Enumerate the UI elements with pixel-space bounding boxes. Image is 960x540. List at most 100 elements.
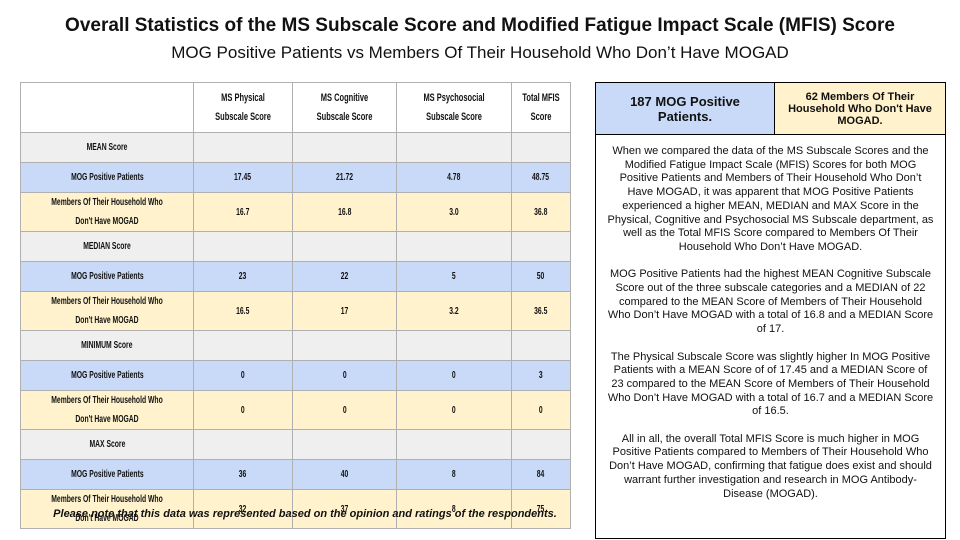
cell-box: 3.0 bbox=[397, 193, 511, 231]
table-cell: 5 bbox=[396, 261, 512, 292]
table-cell: 8 bbox=[396, 489, 512, 529]
table-cell: 36.5 bbox=[511, 291, 571, 331]
cell-box: MINIMUM Score bbox=[21, 331, 193, 360]
summary-paragraph: When we compared the data of the MS Subs… bbox=[607, 145, 934, 253]
cell-box: 21.72 bbox=[293, 163, 396, 192]
cell-box: MEAN Score bbox=[21, 133, 193, 162]
table-cell: 16.7 bbox=[193, 192, 293, 232]
cell-box bbox=[194, 232, 292, 261]
table-cell bbox=[511, 231, 571, 262]
legend-positive: 187 MOG Positive Patients. bbox=[596, 83, 775, 134]
cell-box bbox=[194, 430, 292, 459]
cell-text: 5 bbox=[452, 271, 456, 282]
cell-text: MOG Positive Patients bbox=[70, 469, 144, 480]
table-cell: Members Of Their Household Who Don't Hav… bbox=[20, 291, 194, 331]
cell-text: 37 bbox=[340, 503, 349, 515]
cell-text: 0 bbox=[241, 370, 245, 381]
cell-box: MEDIAN Score bbox=[21, 232, 193, 261]
cell-box bbox=[397, 133, 511, 162]
cell-text: 16.5 bbox=[236, 305, 250, 317]
table-cell: 3.2 bbox=[396, 291, 512, 331]
table-cell: Total MFIS Score bbox=[511, 82, 571, 133]
table-cell: 21.72 bbox=[292, 162, 397, 193]
cell-text: 40 bbox=[340, 469, 349, 480]
cell-text: 0 bbox=[342, 370, 347, 381]
cell-box: MS Cognitive Subscale Score bbox=[293, 83, 396, 132]
cell-box: 84 bbox=[512, 460, 570, 489]
cell-text: 0 bbox=[452, 370, 456, 381]
cell-box: 50 bbox=[512, 262, 570, 291]
cell-box bbox=[293, 232, 396, 261]
cell-box: 3 bbox=[512, 361, 570, 390]
cell-box: 0 bbox=[194, 361, 292, 390]
table-cell: 0 bbox=[292, 360, 397, 391]
table-cell: 23 bbox=[193, 261, 293, 292]
table-cell bbox=[20, 82, 194, 133]
data-row: MOG Positive Patients 23 22 5 50 bbox=[20, 261, 571, 292]
cell-box bbox=[293, 133, 396, 162]
table-cell: Members Of Their Household Who Don't Hav… bbox=[20, 489, 194, 529]
cell-text: 21.72 bbox=[335, 172, 354, 183]
table-cell: MEAN Score bbox=[20, 132, 194, 163]
cell-box bbox=[397, 430, 511, 459]
table-cell bbox=[292, 429, 397, 460]
cell-text: 3.2 bbox=[449, 305, 459, 317]
table-cell: 3.0 bbox=[396, 192, 512, 232]
cell-text: Members Of Their Household Who Don't Hav… bbox=[51, 395, 163, 425]
table-cell: 16.8 bbox=[292, 192, 397, 232]
table-cell: MOG Positive Patients bbox=[20, 459, 194, 490]
section-row: MEAN Score bbox=[20, 132, 571, 163]
cell-box: 17 bbox=[293, 292, 396, 330]
cell-box: 48.75 bbox=[512, 163, 570, 192]
cell-text: 3 bbox=[539, 370, 543, 381]
cell-box bbox=[293, 430, 396, 459]
table-cell: 0 bbox=[396, 390, 512, 430]
table-cell: 22 bbox=[292, 261, 397, 292]
cell-box: 36.8 bbox=[512, 193, 570, 231]
table-cell: 0 bbox=[292, 390, 397, 430]
table-cell: 84 bbox=[511, 459, 571, 490]
cell-text: Total MFIS Score bbox=[522, 91, 560, 123]
cell-text: 0 bbox=[241, 404, 245, 416]
table-cell bbox=[193, 330, 293, 361]
subtitle: MOG Positive Patients vs Members Of Thei… bbox=[171, 43, 789, 62]
cell-text: MINIMUM Score bbox=[81, 340, 133, 351]
cell-box bbox=[194, 331, 292, 360]
cell-box: 17.45 bbox=[194, 163, 292, 192]
table-cell: 75 bbox=[511, 489, 571, 529]
cell-box: Members Of Their Household Who Don't Hav… bbox=[21, 193, 193, 231]
cell-box: 8 bbox=[397, 460, 511, 489]
table-cell: 17 bbox=[292, 291, 397, 331]
cell-text: Members Of Their Household Who Don't Hav… bbox=[51, 197, 163, 227]
cell-text: 17 bbox=[340, 305, 349, 317]
cell-text: 4.78 bbox=[447, 172, 461, 183]
cell-box bbox=[512, 232, 570, 261]
cell-box: 0 bbox=[397, 361, 511, 390]
table-cell: 37 bbox=[292, 489, 397, 529]
cell-text: MOG Positive Patients bbox=[70, 370, 144, 381]
cell-box: 16.8 bbox=[293, 193, 396, 231]
data-row: Members Of Their Household Who Don't Hav… bbox=[20, 489, 571, 529]
cell-text: 36.5 bbox=[534, 305, 548, 317]
note: Please note that this data was represent… bbox=[53, 508, 557, 520]
table-cell: MS Physical Subscale Score bbox=[193, 82, 293, 133]
table-cell: 0 bbox=[193, 360, 293, 391]
table-cell: 17.45 bbox=[193, 162, 293, 193]
table-cell: 0 bbox=[396, 360, 512, 391]
table-cell bbox=[511, 330, 571, 361]
legend: 187 MOG Positive Patients. 62 Members Of… bbox=[595, 82, 946, 135]
table-cell: 32 bbox=[193, 489, 293, 529]
cell-box bbox=[512, 430, 570, 459]
table-cell bbox=[396, 330, 512, 361]
cell-box: 32 bbox=[194, 490, 292, 528]
section-row: MAX Score bbox=[20, 429, 571, 460]
cell-box: 0 bbox=[397, 391, 511, 429]
section-row: MEDIAN Score bbox=[20, 231, 571, 262]
cell-box: Total MFIS Score bbox=[512, 83, 570, 132]
cell-text: MOG Positive Patients bbox=[70, 172, 144, 183]
table-cell: Members Of Their Household Who Don't Hav… bbox=[20, 390, 194, 430]
table-cell: MAX Score bbox=[20, 429, 194, 460]
cell-box bbox=[293, 331, 396, 360]
cell-box: MAX Score bbox=[21, 430, 193, 459]
data-row: Members Of Their Household Who Don't Hav… bbox=[20, 291, 571, 331]
